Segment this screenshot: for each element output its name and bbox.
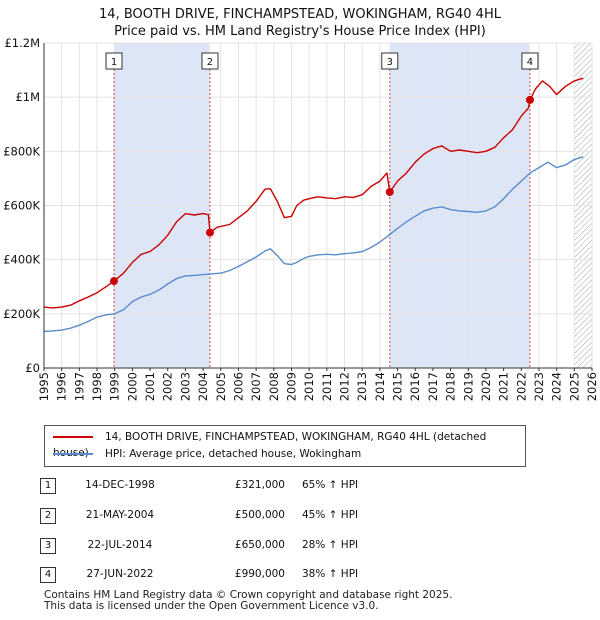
- sale-point: [110, 277, 119, 286]
- x-tick-label: 2000: [125, 372, 139, 401]
- sale-label-number: 1: [111, 57, 117, 68]
- x-tick-label: 1995: [37, 372, 51, 401]
- sale-hpi-change: 28% ↑ HPI: [302, 539, 359, 551]
- x-tick-label: 2015: [391, 372, 405, 401]
- sale-label-number: 3: [387, 57, 393, 68]
- x-tick-label: 2021: [497, 372, 511, 401]
- chart-title-line2: Price paid vs. HM Land Registry's House …: [114, 24, 486, 39]
- sale-point: [385, 187, 394, 196]
- sale-point: [525, 95, 534, 104]
- footer-licence: This data is licensed under the Open Gov…: [44, 600, 379, 612]
- x-tick-label: 2007: [249, 372, 263, 401]
- x-tick-label: 2005: [214, 372, 228, 401]
- sale-row: 2 21-MAY-2004 £500,000 45% ↑ HPI: [40, 508, 540, 526]
- sale-number: 3: [40, 538, 56, 554]
- x-tick-label: 2023: [532, 372, 546, 401]
- legend-item-hpi: HPI: Average price, detached house, Woki…: [53, 446, 361, 462]
- x-tick-label: 1996: [55, 372, 69, 401]
- sale-date: 21-MAY-2004: [85, 509, 155, 521]
- sale-number: 4: [40, 567, 56, 583]
- x-tick-label: 2013: [355, 372, 369, 401]
- x-tick-label: 1999: [108, 372, 122, 401]
- y-tick-label: £1.2M: [4, 36, 40, 50]
- sale-label-box: [381, 52, 399, 70]
- sale-label-box: [201, 52, 219, 70]
- x-tick-label: 2001: [143, 372, 157, 401]
- y-tick-label: £0: [25, 361, 40, 375]
- x-tick-label: 2010: [302, 372, 316, 401]
- x-tick-label: 2022: [514, 372, 528, 401]
- sale-date: 14-DEC-1998: [85, 479, 155, 491]
- price-chart: 1 2 3 4 £0 £200K £400K £600K £800K £1M £1.2M 1995 1…: [3, 36, 599, 401]
- sale-label-number: 4: [527, 57, 533, 68]
- legend-label-hpi: HPI: Average price, detached house, Woki…: [105, 448, 362, 460]
- legend-item-property: 14, BOOTH DRIVE, FINCHAMPSTEAD, WOKINGHA…: [53, 429, 525, 459]
- x-tick-label: 1998: [90, 372, 104, 401]
- x-tick-label: 2004: [196, 372, 210, 401]
- sale-label-box: [105, 52, 123, 70]
- x-tick-label: 2009: [284, 372, 298, 401]
- x-tick-label: 1997: [72, 372, 86, 401]
- sale-number: 2: [40, 508, 56, 524]
- sale-date: 22-JUL-2014: [87, 539, 153, 551]
- sale-date: 27-JUN-2022: [86, 568, 154, 580]
- sale-price: £650,000: [234, 539, 285, 551]
- x-tick-label: 2006: [231, 372, 245, 401]
- y-tick-label: £800K: [3, 144, 40, 158]
- legend-swatch-property: [53, 436, 93, 438]
- x-tick-label: 2018: [444, 372, 458, 401]
- x-tick-label: 2020: [479, 372, 493, 401]
- x-tick-label: 2019: [461, 372, 475, 401]
- y-tick-label: £600K: [3, 199, 40, 213]
- x-tick-label: 2008: [267, 372, 281, 401]
- x-tick-label: 2011: [320, 372, 334, 401]
- series-line-hpi: [43, 156, 584, 333]
- sale-row: 1 14-DEC-1998 £321,000 65% ↑ HPI: [40, 478, 540, 496]
- y-tick-label: £1M: [15, 90, 40, 104]
- x-tick-label: 2026: [585, 372, 599, 401]
- sale-price: £500,000: [234, 509, 285, 521]
- legend: 14, BOOTH DRIVE, FINCHAMPSTEAD, WOKINGHA…: [44, 425, 526, 467]
- x-tick-label: 2016: [408, 372, 422, 401]
- x-tick-label: 2003: [178, 372, 192, 401]
- legend-swatch-hpi: [53, 453, 93, 455]
- y-tick-label: £400K: [3, 253, 40, 267]
- x-tick-label: 2024: [550, 372, 564, 401]
- series-line-property: [43, 77, 584, 309]
- x-tick-label: 2002: [161, 372, 175, 401]
- x-tick-label: 2017: [426, 372, 440, 401]
- sale-row: 3 22-JUL-2014 £650,000 28% ↑ HPI: [40, 538, 540, 556]
- sale-hpi-change: 38% ↑ HPI: [302, 568, 359, 580]
- sale-price: £990,000: [234, 568, 285, 580]
- sale-price: £321,000: [234, 479, 285, 491]
- y-tick-label: £200K: [3, 307, 40, 321]
- chart-title-line1: 14, BOOTH DRIVE, FINCHAMPSTEAD, WOKINGHA…: [99, 7, 501, 22]
- sale-label-number: 2: [207, 57, 213, 68]
- sale-hpi-change: 45% ↑ HPI: [302, 509, 359, 521]
- sale-row: 4 27-JUN-2022 £990,000 38% ↑ HPI: [40, 567, 540, 585]
- x-tick-label: 2014: [373, 372, 387, 401]
- x-tick-label: 2012: [338, 372, 352, 401]
- sale-hpi-change: 65% ↑ HPI: [302, 479, 359, 491]
- sale-point: [205, 228, 214, 237]
- footer: Contains HM Land Registry data © Crown c…: [44, 590, 452, 612]
- sale-number: 1: [40, 478, 56, 494]
- x-tick-label: 2025: [567, 372, 581, 401]
- sale-label-box: [521, 52, 539, 70]
- footer-copyright: Contains HM Land Registry data © Crown c…: [44, 589, 453, 601]
